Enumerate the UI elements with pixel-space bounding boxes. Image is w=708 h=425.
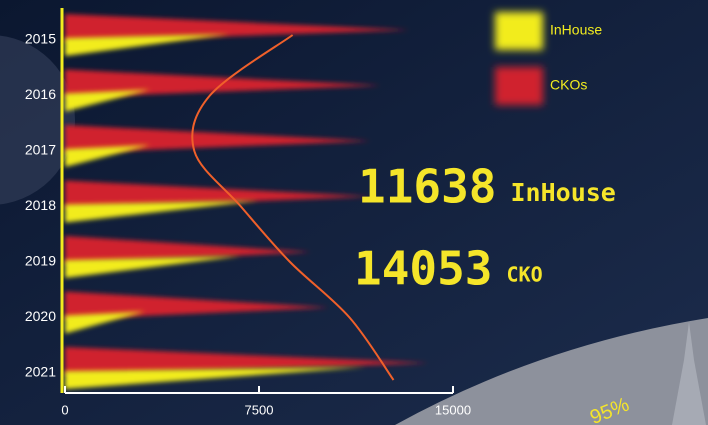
decor-circle	[0, 35, 75, 205]
bar	[65, 236, 311, 264]
legend-swatch	[495, 67, 543, 105]
x-tick-label: 0	[61, 402, 68, 417]
bar	[65, 145, 151, 167]
bar	[65, 311, 146, 334]
bar	[65, 200, 259, 223]
trend-line	[191, 34, 395, 381]
legend-label: InHouse	[550, 22, 602, 38]
bar	[65, 34, 231, 56]
x-tick-label: 15000	[435, 402, 471, 417]
highlight-value: 14053	[354, 242, 492, 296]
bar	[65, 256, 241, 278]
legend-label: CKOs	[550, 77, 587, 93]
y-tick-label: 2017	[25, 142, 56, 158]
highlight-label: CKO	[506, 263, 542, 287]
bar	[65, 180, 371, 209]
bar	[65, 367, 367, 389]
bar	[65, 89, 151, 112]
bar	[65, 14, 410, 42]
legend-swatch	[495, 12, 543, 50]
gauge	[395, 318, 708, 425]
highlight-value: 11638	[358, 160, 496, 214]
x-tick-label: 7500	[245, 402, 274, 417]
y-tick-label: 2015	[25, 31, 56, 47]
gauge-spire	[672, 322, 706, 425]
y-tick-label: 2018	[25, 197, 56, 213]
highlight-label: InHouse	[510, 178, 615, 207]
y-tick-label: 2020	[25, 308, 56, 324]
y-tick-label: 2021	[25, 364, 56, 380]
bar	[65, 347, 429, 375]
y-tick-label: 2019	[25, 253, 56, 269]
y-tick-label: 2016	[25, 86, 56, 102]
